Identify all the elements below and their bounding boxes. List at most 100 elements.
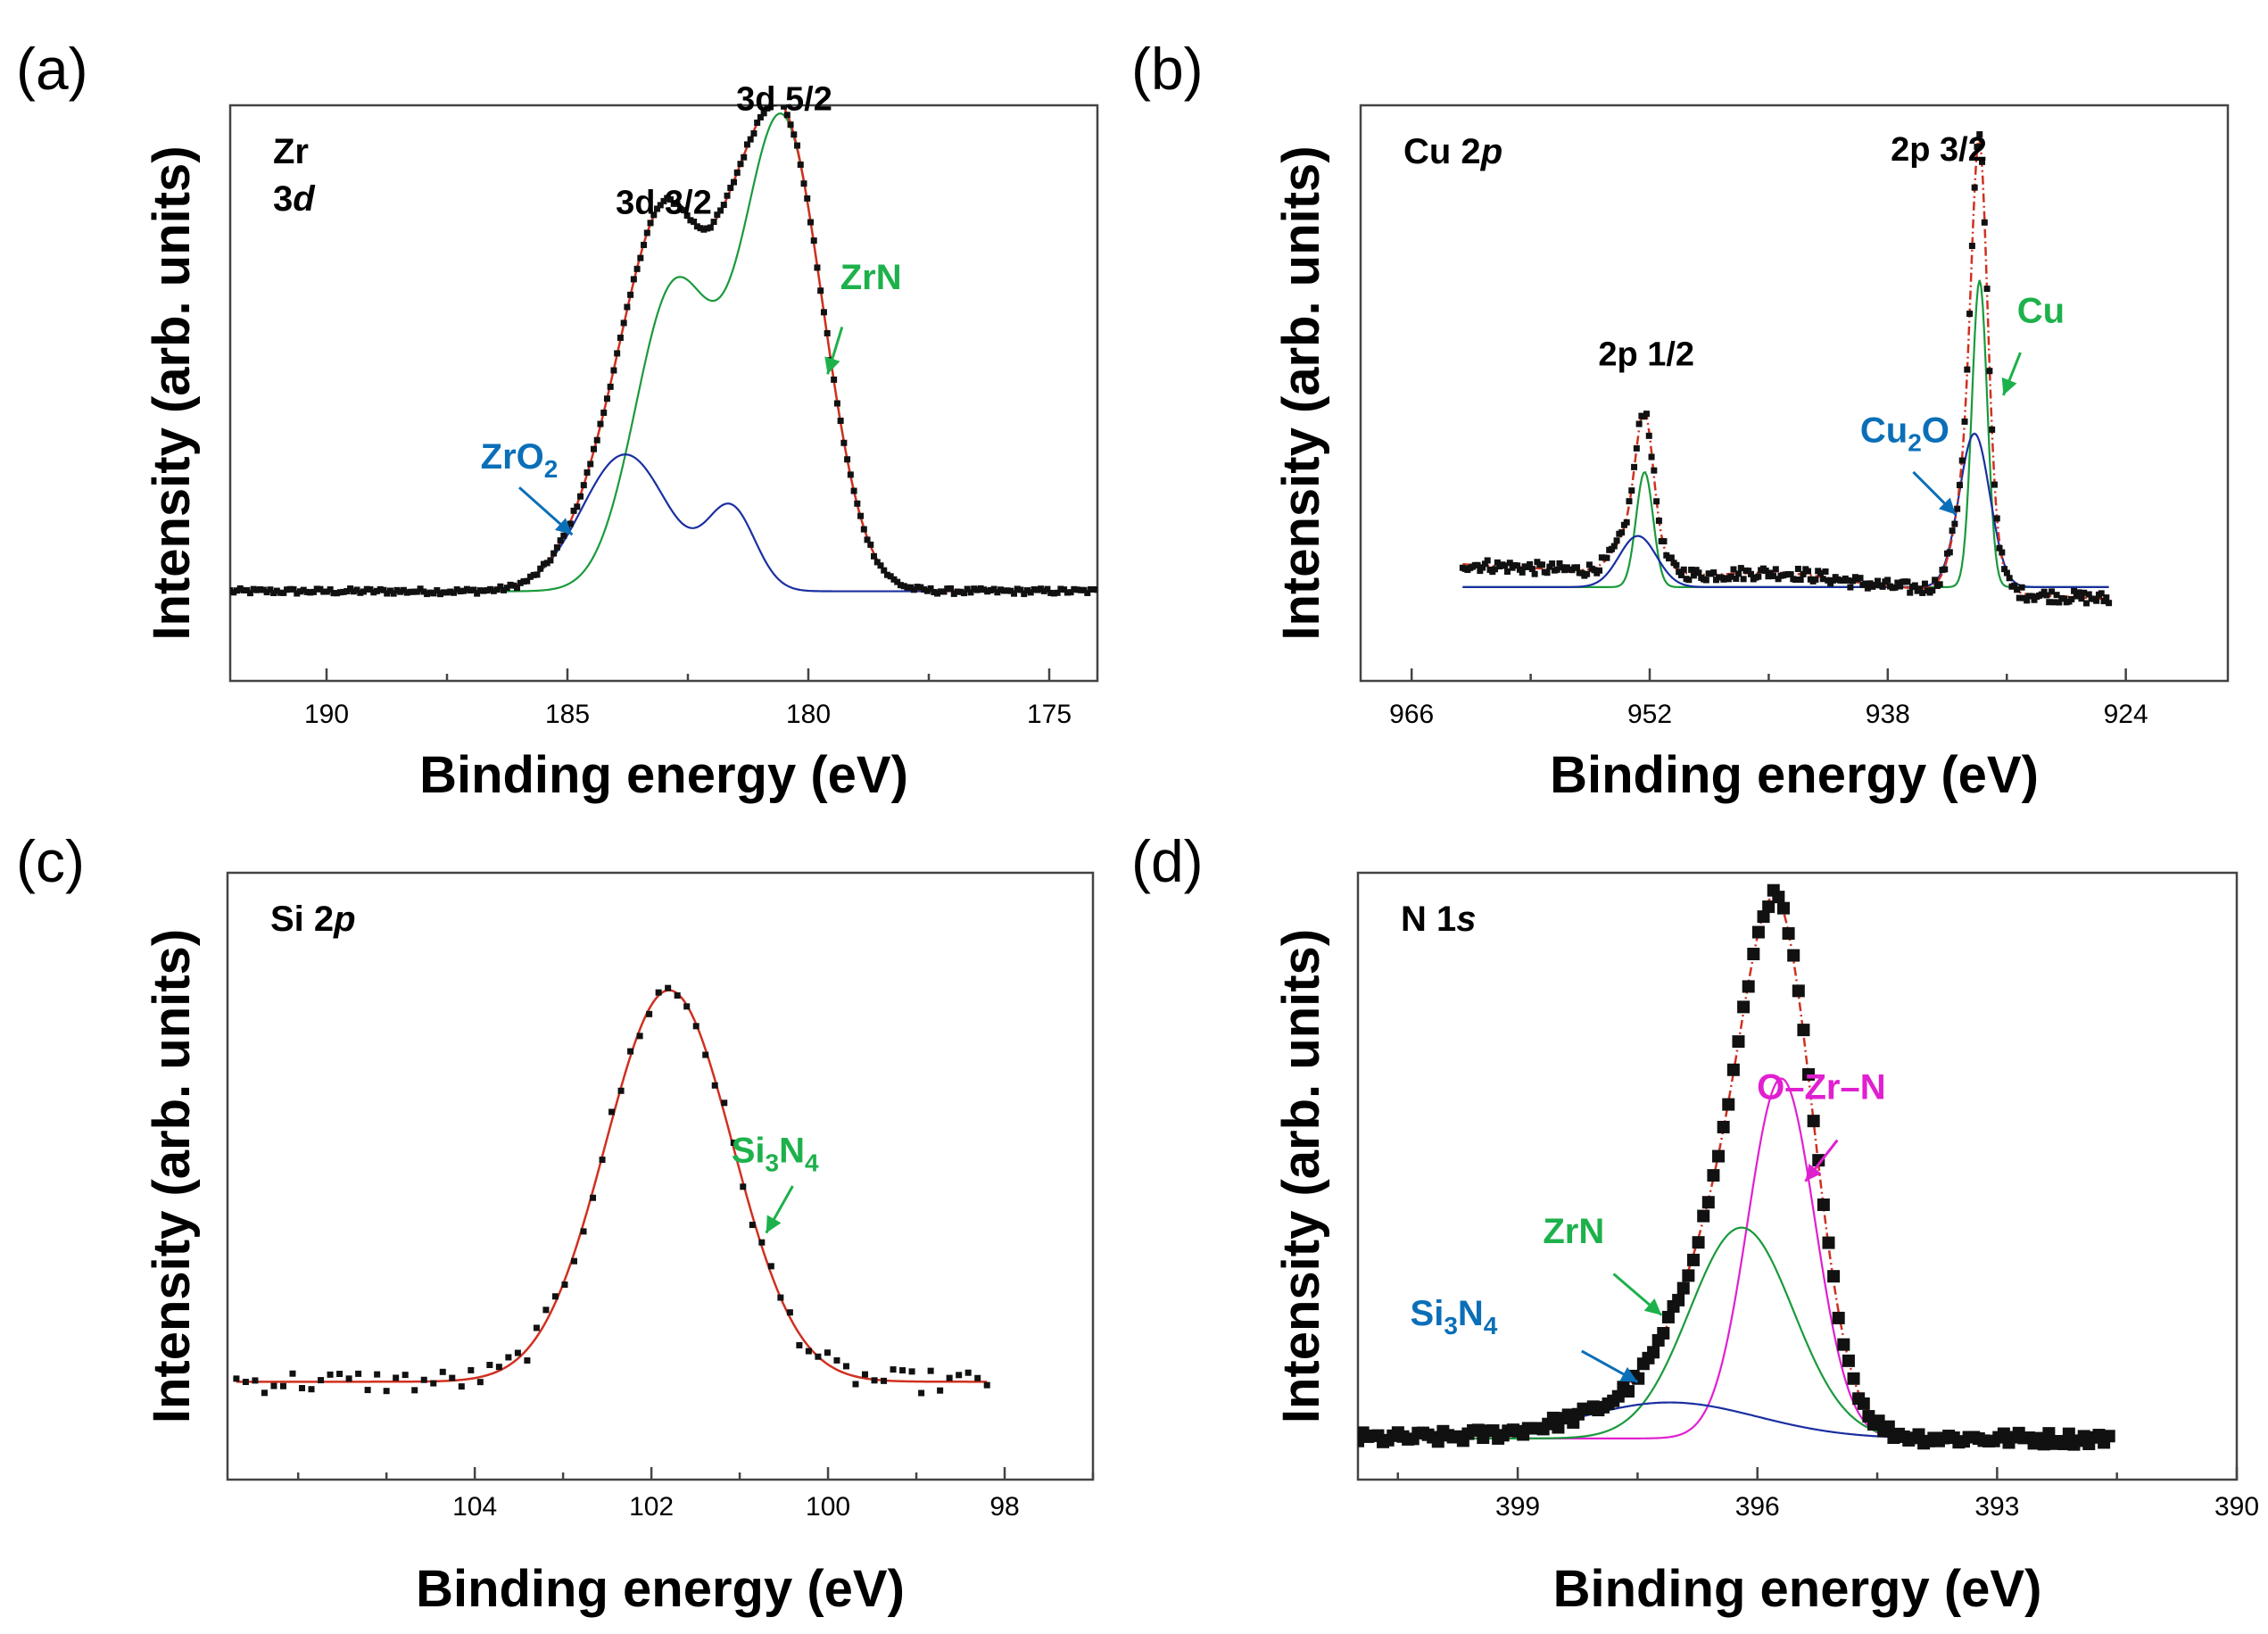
- data-point: [317, 585, 324, 593]
- data-point: [233, 587, 240, 594]
- data-point: [918, 1389, 925, 1397]
- data-point: [577, 493, 584, 500]
- data-point: [273, 587, 280, 594]
- data-point: [430, 1380, 437, 1387]
- y-axis-label: Intensity (arb. units): [143, 929, 201, 1423]
- data-point: [1000, 587, 1007, 594]
- data-point: [790, 131, 798, 138]
- data-point: [357, 589, 364, 596]
- data-point: [1894, 579, 1901, 586]
- data-point: [2043, 592, 2050, 599]
- component-label: Si3N4: [732, 1132, 819, 1177]
- data-point: [1061, 586, 1068, 593]
- component-label: ZrN: [840, 258, 902, 297]
- data-point: [700, 226, 708, 233]
- data-point: [737, 161, 744, 168]
- data-point: [457, 588, 464, 595]
- data-point: [294, 590, 301, 597]
- data-point: [1936, 581, 1943, 588]
- data-point: [493, 586, 501, 593]
- data-point: [2100, 598, 2107, 605]
- data-point: [2006, 575, 2013, 582]
- data-point: [474, 590, 481, 597]
- data-point: [831, 376, 838, 383]
- data-point: [1584, 570, 1591, 577]
- data-point: [327, 1371, 334, 1378]
- data-point: [495, 1364, 502, 1371]
- data-point: [724, 192, 731, 199]
- x-axis-label: Binding energy (eV): [416, 1560, 905, 1618]
- data-point: [590, 1194, 597, 1201]
- data-point: [284, 586, 291, 593]
- data-point: [1757, 910, 1770, 924]
- data-point: [279, 1382, 286, 1389]
- data-point: [524, 577, 531, 585]
- data-point: [1872, 581, 1879, 588]
- data-point: [1088, 585, 1095, 593]
- data-point: [1726, 1063, 1740, 1076]
- fit-envelope: [1358, 895, 2109, 1440]
- data-point: [973, 586, 981, 593]
- data-point: [449, 1374, 456, 1381]
- data-point: [367, 586, 374, 593]
- data-point: [683, 1003, 691, 1010]
- component-curve: [1462, 279, 2109, 588]
- data-point: [384, 590, 391, 597]
- data-point: [1676, 1281, 1690, 1295]
- data-point: [707, 224, 714, 231]
- data-point: [1812, 576, 1819, 583]
- data-point: [380, 586, 387, 593]
- data-point: [1556, 560, 1563, 567]
- data-point: [505, 1354, 512, 1361]
- data-point: [1857, 1397, 1870, 1410]
- data-point: [677, 205, 684, 212]
- data-point: [1775, 576, 1782, 583]
- data-point: [1747, 570, 1754, 577]
- data-point: [1862, 580, 1869, 587]
- data-point: [1007, 587, 1014, 594]
- data-point: [1919, 589, 1926, 596]
- data-point: [1074, 586, 1081, 593]
- data-point: [683, 212, 691, 220]
- data-point: [526, 573, 534, 580]
- data-point: [336, 1371, 344, 1378]
- data-point: [1653, 498, 1660, 505]
- data-point: [2028, 593, 2035, 600]
- data-point: [971, 585, 978, 593]
- data-point: [660, 197, 667, 204]
- data-point: [574, 503, 581, 510]
- data-point: [599, 1157, 606, 1164]
- data-point: [967, 589, 974, 596]
- data-point: [1527, 560, 1534, 568]
- data-point: [597, 420, 604, 427]
- data-point: [590, 445, 597, 452]
- data-point: [860, 526, 867, 533]
- plot-area: [1358, 883, 2115, 1451]
- data-point: [257, 585, 264, 593]
- data-point: [1745, 568, 1752, 575]
- data-point: [413, 588, 420, 595]
- data-point: [1648, 453, 1655, 460]
- data-point: [781, 105, 788, 110]
- component-label: Cu2O: [1860, 411, 1949, 456]
- data-point: [1904, 578, 1911, 585]
- data-point: [1807, 1115, 1820, 1128]
- data-point: [2018, 584, 2025, 591]
- data-point: [2003, 569, 2010, 576]
- data-point: [636, 1033, 643, 1040]
- data-point: [1981, 219, 1988, 226]
- data-point: [754, 120, 761, 127]
- data-point: [824, 1349, 831, 1356]
- data-point: [794, 142, 801, 149]
- plot-area: [1459, 131, 2113, 607]
- data-point: [1857, 575, 1864, 582]
- data-point: [1733, 575, 1740, 582]
- plot-frame: [226, 871, 1095, 1481]
- data-point: [437, 591, 444, 598]
- data-point: [430, 590, 437, 597]
- data-point: [1812, 1154, 1825, 1167]
- data-point: [307, 589, 314, 596]
- data-point: [665, 984, 672, 991]
- fit-envelope: [236, 989, 988, 1383]
- data-point: [1484, 557, 1491, 564]
